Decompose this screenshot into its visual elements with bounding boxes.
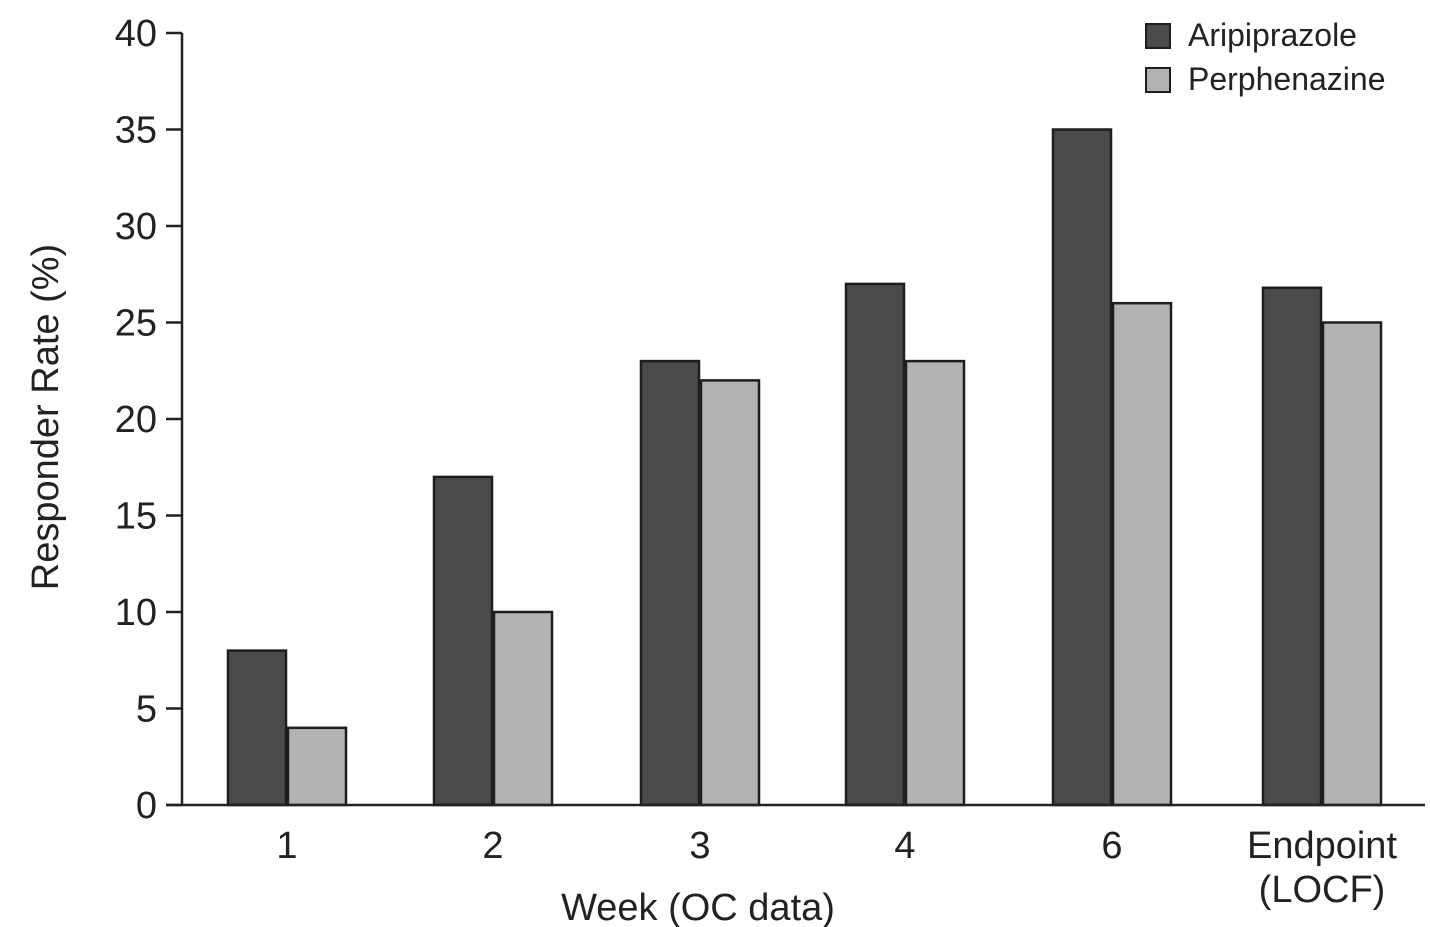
perphenazine-bar bbox=[1321, 321, 1383, 807]
y-tick-label: 35 bbox=[115, 110, 157, 152]
bars-group bbox=[226, 128, 1383, 807]
x-ticks-group: 1 2 3 4 6 Endpoint (LOCF) bbox=[276, 825, 1397, 911]
aripiprazole-bar bbox=[639, 359, 701, 807]
y-tick-label: 30 bbox=[115, 206, 157, 248]
legend-swatch bbox=[1145, 67, 1171, 93]
aripiprazole-bar bbox=[226, 649, 288, 807]
y-tick-label: 10 bbox=[115, 592, 157, 634]
legend-label: Aripiprazole bbox=[1188, 17, 1357, 53]
legend-label: Perphenazine bbox=[1188, 61, 1385, 97]
aripiprazole-bar bbox=[844, 282, 906, 807]
y-tick-label: 20 bbox=[115, 399, 157, 441]
y-tick-label: 0 bbox=[136, 785, 157, 827]
aripiprazole-bar bbox=[1051, 128, 1113, 807]
y-axis-title: Responder Rate (%) bbox=[25, 244, 67, 590]
y-tick-label: 15 bbox=[115, 496, 157, 538]
perphenazine-bar bbox=[492, 610, 554, 807]
x-tick-label: 2 bbox=[482, 825, 503, 867]
aripiprazole-bar bbox=[1261, 286, 1323, 807]
aripiprazole-bar bbox=[432, 475, 494, 807]
x-tick-label: 1 bbox=[276, 825, 297, 867]
x-tick-label: 3 bbox=[689, 825, 710, 867]
x-tick-label: 6 bbox=[1101, 825, 1122, 867]
y-tick-label: 40 bbox=[115, 13, 157, 55]
x-tick-label: 4 bbox=[894, 825, 915, 867]
perphenazine-bar bbox=[904, 359, 966, 807]
y-tick-label: 5 bbox=[136, 689, 157, 731]
legend: Aripiprazole Perphenazine bbox=[1145, 17, 1385, 97]
perphenazine-bar bbox=[1111, 301, 1173, 807]
legend-swatch bbox=[1145, 23, 1171, 49]
y-ticks-group: 0 5 10 15 20 25 30 35 40 bbox=[115, 13, 182, 827]
x-axis-title: Week (OC data) bbox=[561, 887, 835, 927]
perphenazine-bar bbox=[699, 379, 761, 807]
x-tick-label: Endpoint (LOCF) bbox=[1247, 825, 1397, 911]
perphenazine-bar bbox=[286, 726, 348, 807]
y-tick-label: 25 bbox=[115, 303, 157, 345]
